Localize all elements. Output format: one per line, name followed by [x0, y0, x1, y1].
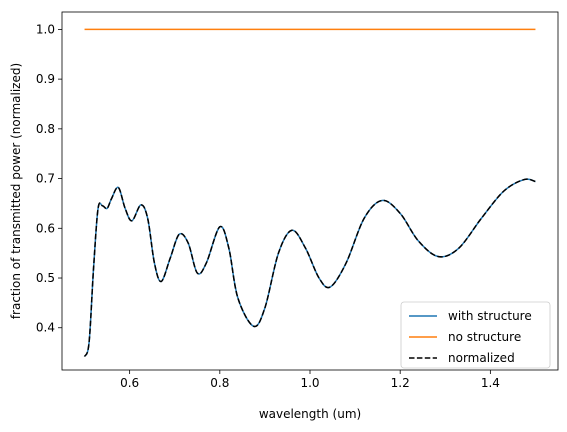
- legend-label-with-structure: with structure: [448, 309, 532, 323]
- y-tick-label: 0.4: [36, 321, 55, 335]
- x-tick-label: 0.6: [120, 376, 139, 390]
- y-tick-label: 0.5: [36, 271, 55, 285]
- legend: with structure no structure normalized: [400, 301, 551, 369]
- series-line-normalized: [83, 178, 536, 357]
- x-tick-label: 1.4: [481, 376, 500, 390]
- x-axis-ticks: 0.6 0.8 1.0 1.2 1.4: [120, 370, 500, 390]
- y-tick-label: 0.9: [36, 72, 55, 86]
- y-tick-label: 0.8: [36, 122, 55, 136]
- y-axis-ticks: 0.4 0.5 0.6 0.7 0.8 0.9 1.0: [36, 22, 62, 335]
- x-tick-label: 1.2: [391, 376, 410, 390]
- legend-box: [400, 301, 551, 369]
- y-axis-label: fraction of transmitted power (normalize…: [9, 63, 23, 319]
- x-axis-label: wavelength (um): [259, 407, 361, 421]
- x-tick-label: 0.8: [210, 376, 229, 390]
- y-tick-label: 0.6: [36, 221, 55, 235]
- legend-label-no-structure: no structure: [448, 330, 521, 344]
- y-tick-label: 1.0: [36, 22, 55, 36]
- series-layer: [83, 28, 536, 357]
- legend-label-normalized: normalized: [448, 351, 515, 365]
- x-tick-label: 1.0: [300, 376, 319, 390]
- y-tick-label: 0.7: [36, 172, 55, 186]
